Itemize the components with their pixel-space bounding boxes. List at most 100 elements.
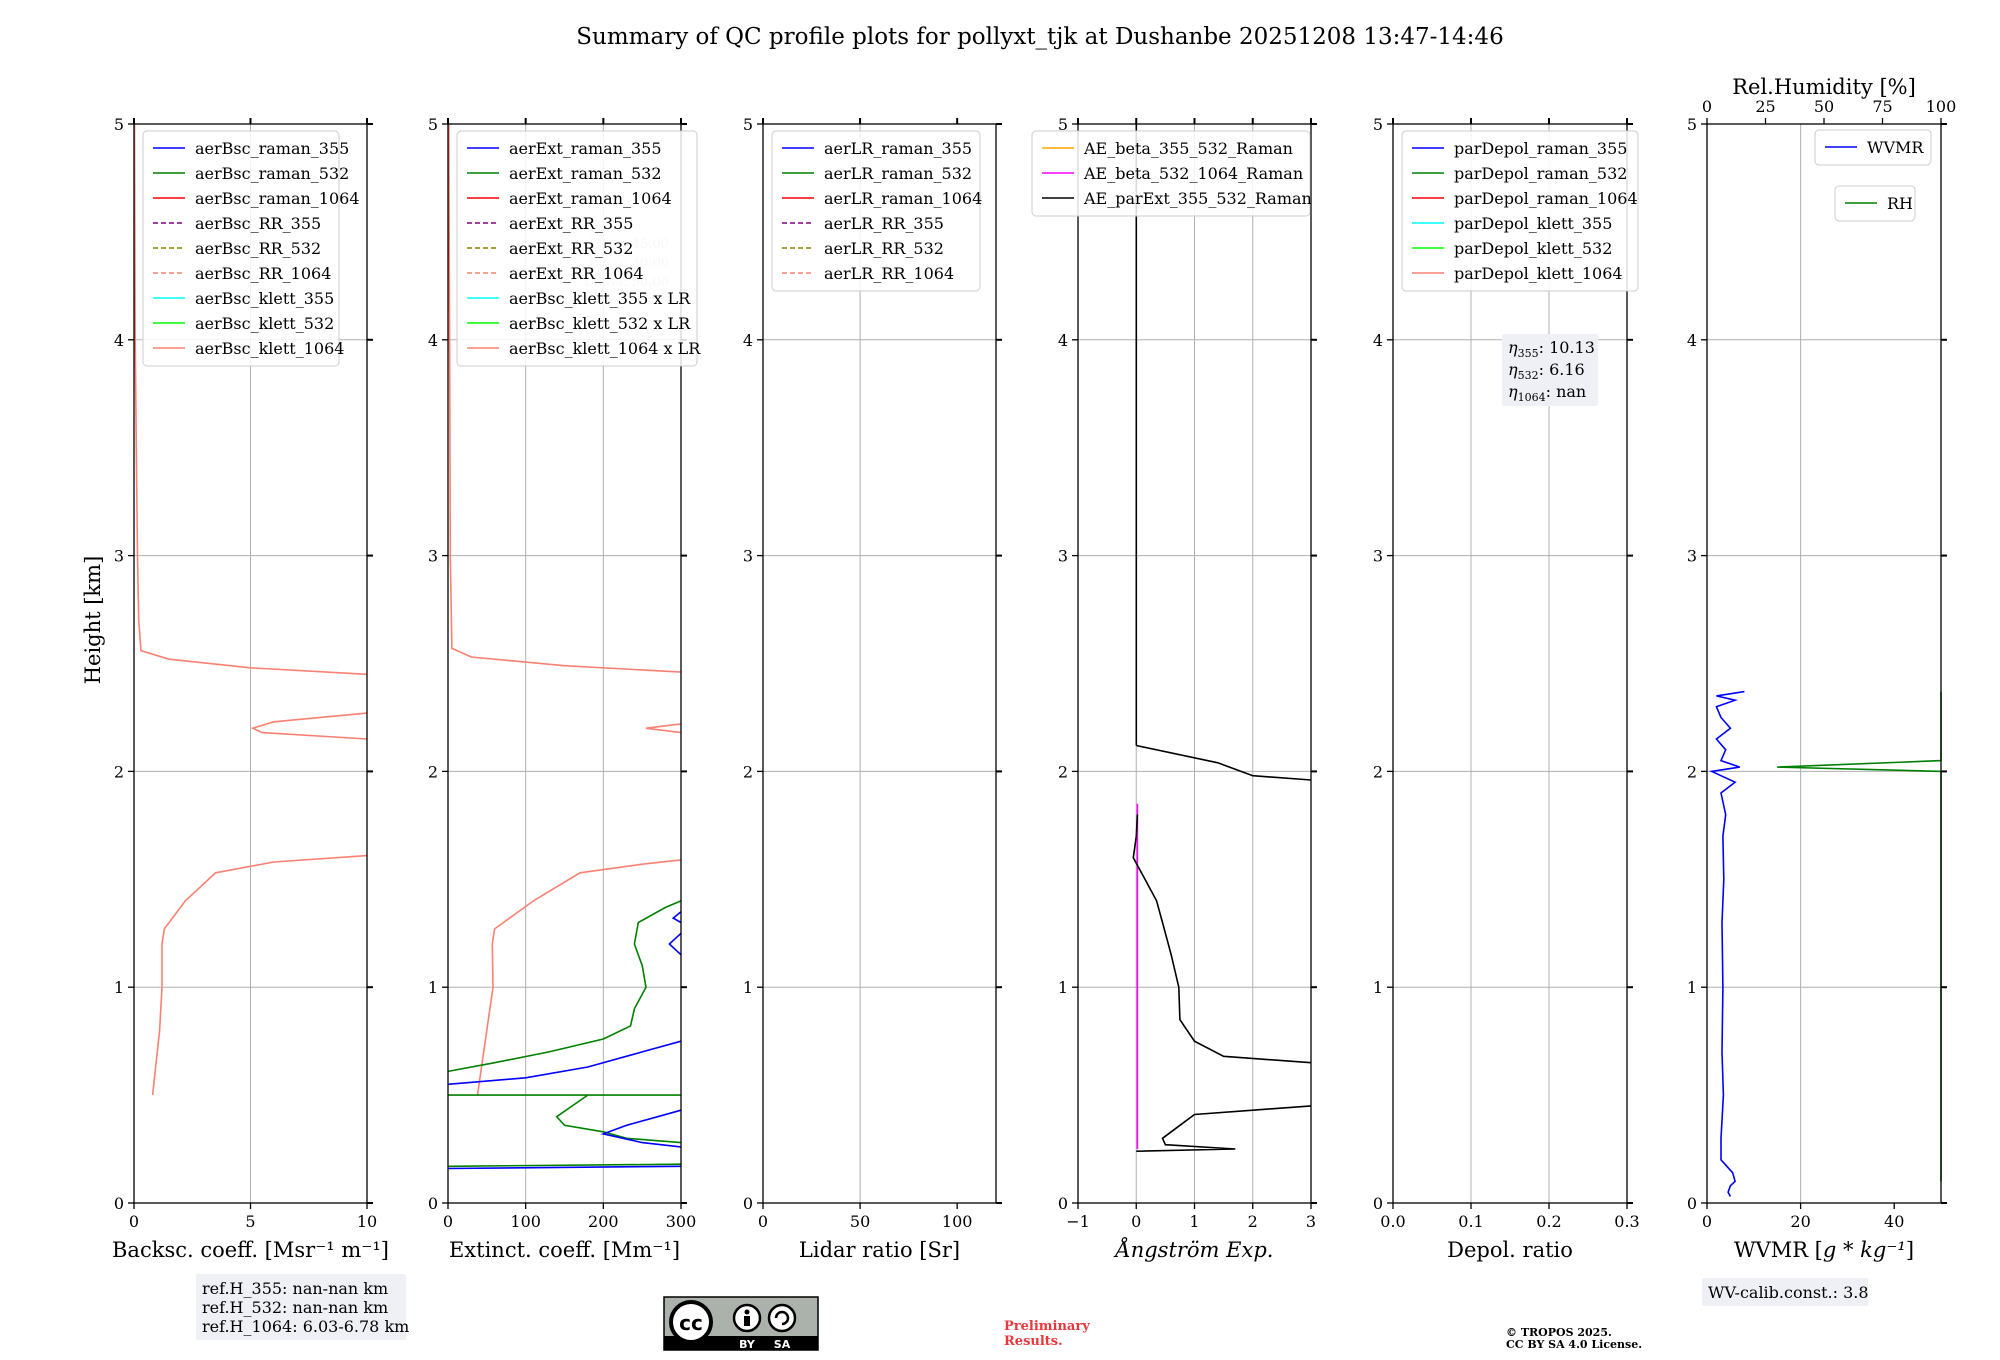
figure-title: Summary of QC profile plots for pollyxt_…: [576, 24, 1503, 50]
cc-logo-icon: [669, 1300, 713, 1344]
series-line-aerExt_raman_532: [447, 900, 682, 1168]
x-axis-label-ext: Extinct. coeff. [Mm⁻¹]: [449, 1238, 680, 1262]
y-tick-label-lr: 1: [743, 978, 753, 997]
x-axis-label-wv: WVMR [g * kg⁻¹]: [1734, 1238, 1914, 1262]
y-tick-label-ext: 2: [428, 762, 438, 781]
panel-depol: 0 1 2 3 4 5 0.0 0.1 0.2 0.3 Depol. ratio parDepol_r…: [1373, 115, 1640, 1262]
y-tick-label-ae: 2: [1058, 762, 1068, 781]
legend-label-aerExt_raman_532: aerExt_raman_532: [509, 164, 662, 183]
legend-label-aerBsc_klett_1064 x LR: aerBsc_klett_1064 x LR: [509, 339, 701, 358]
series-line-AE_parExt_355_532_Raman: [1132, 124, 1312, 1152]
y-tick-label-ae: 5: [1058, 115, 1068, 134]
preliminary-line-1: Preliminary: [1004, 1319, 1090, 1334]
y-tick-label-bsc: 2: [114, 762, 124, 781]
panel-bsc: 0 1 2 3 4 5 0 5 10 Backsc. coeff. [Msr⁻¹ m⁻¹] aerB…: [112, 115, 389, 1262]
series-line-aerBsc_klett_1064: [133, 123, 368, 1096]
wv-calib-box: WV-calib.const.: 3.8: [1702, 1278, 1869, 1306]
y-tick-label-depol: 5: [1373, 115, 1383, 134]
legend-label-aerLR_raman_532: aerLR_raman_532: [824, 164, 972, 183]
y-tick-label-lr: 3: [743, 547, 753, 566]
eta-subscript: 355: [1518, 347, 1539, 360]
x-tick-label-depol: 0.0: [1380, 1212, 1405, 1231]
y-tick-label-depol: 3: [1373, 547, 1383, 566]
legend-wv: WVMR: [1814, 129, 1932, 166]
axes-frame-lr: [762, 123, 997, 1204]
legend-label-aerBsc_raman_355: aerBsc_raman_355: [195, 139, 349, 158]
ref-height-box-bg: [196, 1274, 406, 1340]
legend-label-aerExt_raman_1064: aerExt_raman_1064: [509, 189, 672, 208]
axes-frame-depol: [1392, 123, 1628, 1204]
axes-frame-wv: [1706, 123, 1942, 1204]
legend-box-depol: [1401, 130, 1639, 292]
legend-box-wv: [1814, 129, 1932, 166]
y-tick-label-wv: 1: [1687, 978, 1697, 997]
y-tick-label-bsc: 5: [114, 115, 124, 134]
legend-box-bsc: [142, 130, 340, 367]
legend-ae: AE_beta_355_532_Raman AE_beta_532_1064_Ra…: [1031, 130, 1312, 217]
legend-label-RH: RH: [1887, 194, 1913, 213]
y-tick-label-ae: 0: [1058, 1194, 1068, 1213]
eta-532: η532: 6.16: [1508, 360, 1585, 382]
cc-sa-label: SA: [774, 1338, 791, 1351]
y-tick-label-wv: 3: [1687, 547, 1697, 566]
x-tick-label-lr: 100: [942, 1212, 973, 1231]
cc-license-badge: cc BY SA: [663, 1296, 819, 1351]
legend-label-aerLR_raman_355: aerLR_raman_355: [824, 139, 972, 158]
y-tick-label-ext: 3: [428, 547, 438, 566]
legend-label-aerLR_RR_532: aerLR_RR_532: [824, 239, 944, 258]
y-tick-label-ae: 1: [1058, 978, 1068, 997]
x-tick-label-lr: 0: [758, 1212, 768, 1231]
x-tick-label-ext: 100: [510, 1212, 541, 1231]
y-tick-label-ae: 4: [1058, 331, 1068, 350]
legend-label-aerBsc_klett_532: aerBsc_klett_532: [195, 314, 334, 333]
legend-bsc: aerBsc_raman_355 aerBsc_raman_532 aerBsc_r…: [142, 130, 360, 367]
eta-value: : 6.16: [1539, 360, 1585, 379]
legend-label-aerExt_RR_355: aerExt_RR_355: [509, 214, 633, 233]
x-tick-label-ae: 1: [1189, 1212, 1199, 1231]
eta-value: : nan: [1546, 382, 1587, 401]
y-tick-label-bsc: 0: [114, 1194, 124, 1213]
x-tick-label-wv: 40: [1884, 1212, 1904, 1231]
legend-lr: aerLR_raman_355 aerLR_raman_532 aerLR_rama…: [771, 130, 982, 292]
eta-symbol: η: [1508, 338, 1518, 357]
y-tick-label-bsc: 4: [114, 331, 124, 350]
legend-label-aerExt_raman_355: aerExt_raman_355: [509, 139, 662, 158]
legend-label-parDepol_klett_355: parDepol_klett_355: [1454, 214, 1612, 233]
legend-box-ext: [456, 130, 698, 367]
legend-label-parDepol_raman_355: parDepol_raman_355: [1454, 139, 1627, 158]
y-tick-label-wv: 2: [1687, 762, 1697, 781]
x-tick-label-ext: 300: [666, 1212, 697, 1231]
y-axis-label: Height [km]: [81, 556, 105, 685]
eta-355: η355: 10.13: [1508, 338, 1595, 360]
eta-subscript: 532: [1518, 369, 1539, 382]
y-tick-label-depol: 2: [1373, 762, 1383, 781]
y-tick-label-bsc: 3: [114, 547, 124, 566]
legend-box-ae: [1031, 130, 1311, 217]
top-x-tick-label-wv: 100: [1926, 97, 1957, 116]
wv-calib-text: WV-calib.const.: 3.8: [1708, 1283, 1869, 1302]
legend-label-aerBsc_klett_355: aerBsc_klett_355: [195, 289, 334, 308]
legend-label-parDepol_klett_532: parDepol_klett_532: [1454, 239, 1612, 258]
cc-logo-text: cc: [679, 1311, 703, 1335]
eta-subscript: 1064: [1518, 391, 1546, 404]
legend-label-AE_parExt_355_532_Raman: AE_parExt_355_532_Raman: [1083, 189, 1312, 208]
series-line-aerBsc_klett_1064 x LR: [448, 123, 682, 1096]
x-tick-label-bsc: 10: [357, 1212, 377, 1231]
legend-box-lr: [771, 130, 981, 292]
x-tick-label-bsc: 0: [129, 1212, 139, 1231]
top-x-tick-label-wv: 25: [1755, 97, 1775, 116]
y-tick-label-wv: 0: [1687, 1194, 1697, 1213]
x-tick-label-ae: 2: [1248, 1212, 1258, 1231]
wv-calib-box-bg: [1702, 1278, 1868, 1306]
eta-symbol: η: [1508, 382, 1518, 401]
legend-label-aerBsc_RR_355: aerBsc_RR_355: [195, 214, 321, 233]
y-tick-label-lr: 5: [743, 115, 753, 134]
legend-label-parDepol_klett_1064: parDepol_klett_1064: [1454, 264, 1623, 283]
x-tick-label-ext: 0: [443, 1212, 453, 1231]
x-axis-label-units: g * kg⁻¹: [1823, 1238, 1906, 1262]
legend-ext: aerExt_raman_355 aerExt_raman_532 aerExt_r…: [456, 130, 701, 367]
y-tick-label-lr: 2: [743, 762, 753, 781]
legend-label-aerBsc_klett_532 x LR: aerBsc_klett_532 x LR: [509, 314, 691, 333]
